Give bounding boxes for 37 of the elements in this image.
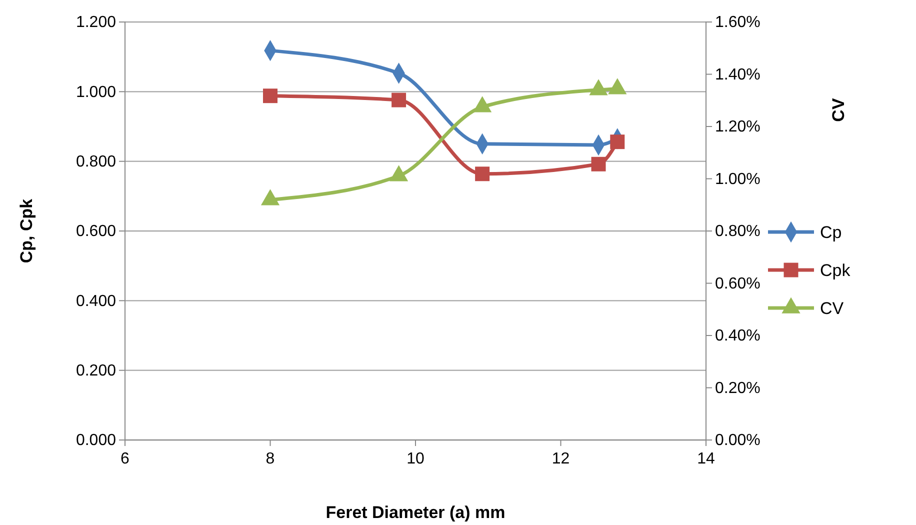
y-tick-label: 0.400: [76, 292, 116, 310]
y2-tick-label: 0.20%: [715, 380, 760, 397]
y-tick-label: 1.200: [76, 14, 116, 32]
y2-tick-label: 0.60%: [715, 275, 760, 292]
legend-label: Cpk: [820, 260, 851, 280]
y2-tick-label: 0.00%: [715, 432, 760, 450]
y2-tick-label: 1.00%: [715, 170, 760, 188]
y2-tick-label: 1.60%: [715, 14, 760, 32]
point: [610, 134, 625, 150]
y2-tick-label: 0.40%: [715, 328, 760, 345]
x-axis-title: Feret Diameter (a) mm: [326, 503, 506, 522]
y-tick-label: 0.800: [76, 153, 116, 170]
x-tick-label: 10: [406, 450, 424, 468]
x-tick-label: 14: [697, 450, 715, 468]
point: [473, 96, 492, 112]
x-tick-label: 12: [552, 450, 570, 468]
y2-tick-label: 0.80%: [715, 223, 760, 240]
point: [389, 165, 408, 182]
point: [608, 78, 627, 94]
y2-tick-label: 1.20%: [715, 118, 760, 136]
y-axis-title: Cp, Cpk: [17, 198, 36, 264]
point: [475, 166, 490, 182]
y-tick-label: 0.000: [76, 432, 116, 450]
y-tick-label: 1.000: [76, 84, 116, 101]
legend-label: CV: [820, 298, 844, 318]
y-tick-label: 0.200: [76, 362, 116, 380]
point: [392, 92, 406, 108]
point: [591, 156, 606, 172]
x-tick-label: 6: [120, 450, 130, 468]
point: [589, 79, 608, 96]
x-tick-label: 8: [266, 450, 275, 468]
point: [260, 189, 280, 206]
y2-axis-title: CV: [829, 98, 848, 122]
y-tick-label: 0.600: [76, 223, 116, 240]
point: [263, 88, 278, 104]
y2-tick-label: 1.40%: [715, 66, 760, 84]
legend-label: Cp: [820, 222, 842, 242]
